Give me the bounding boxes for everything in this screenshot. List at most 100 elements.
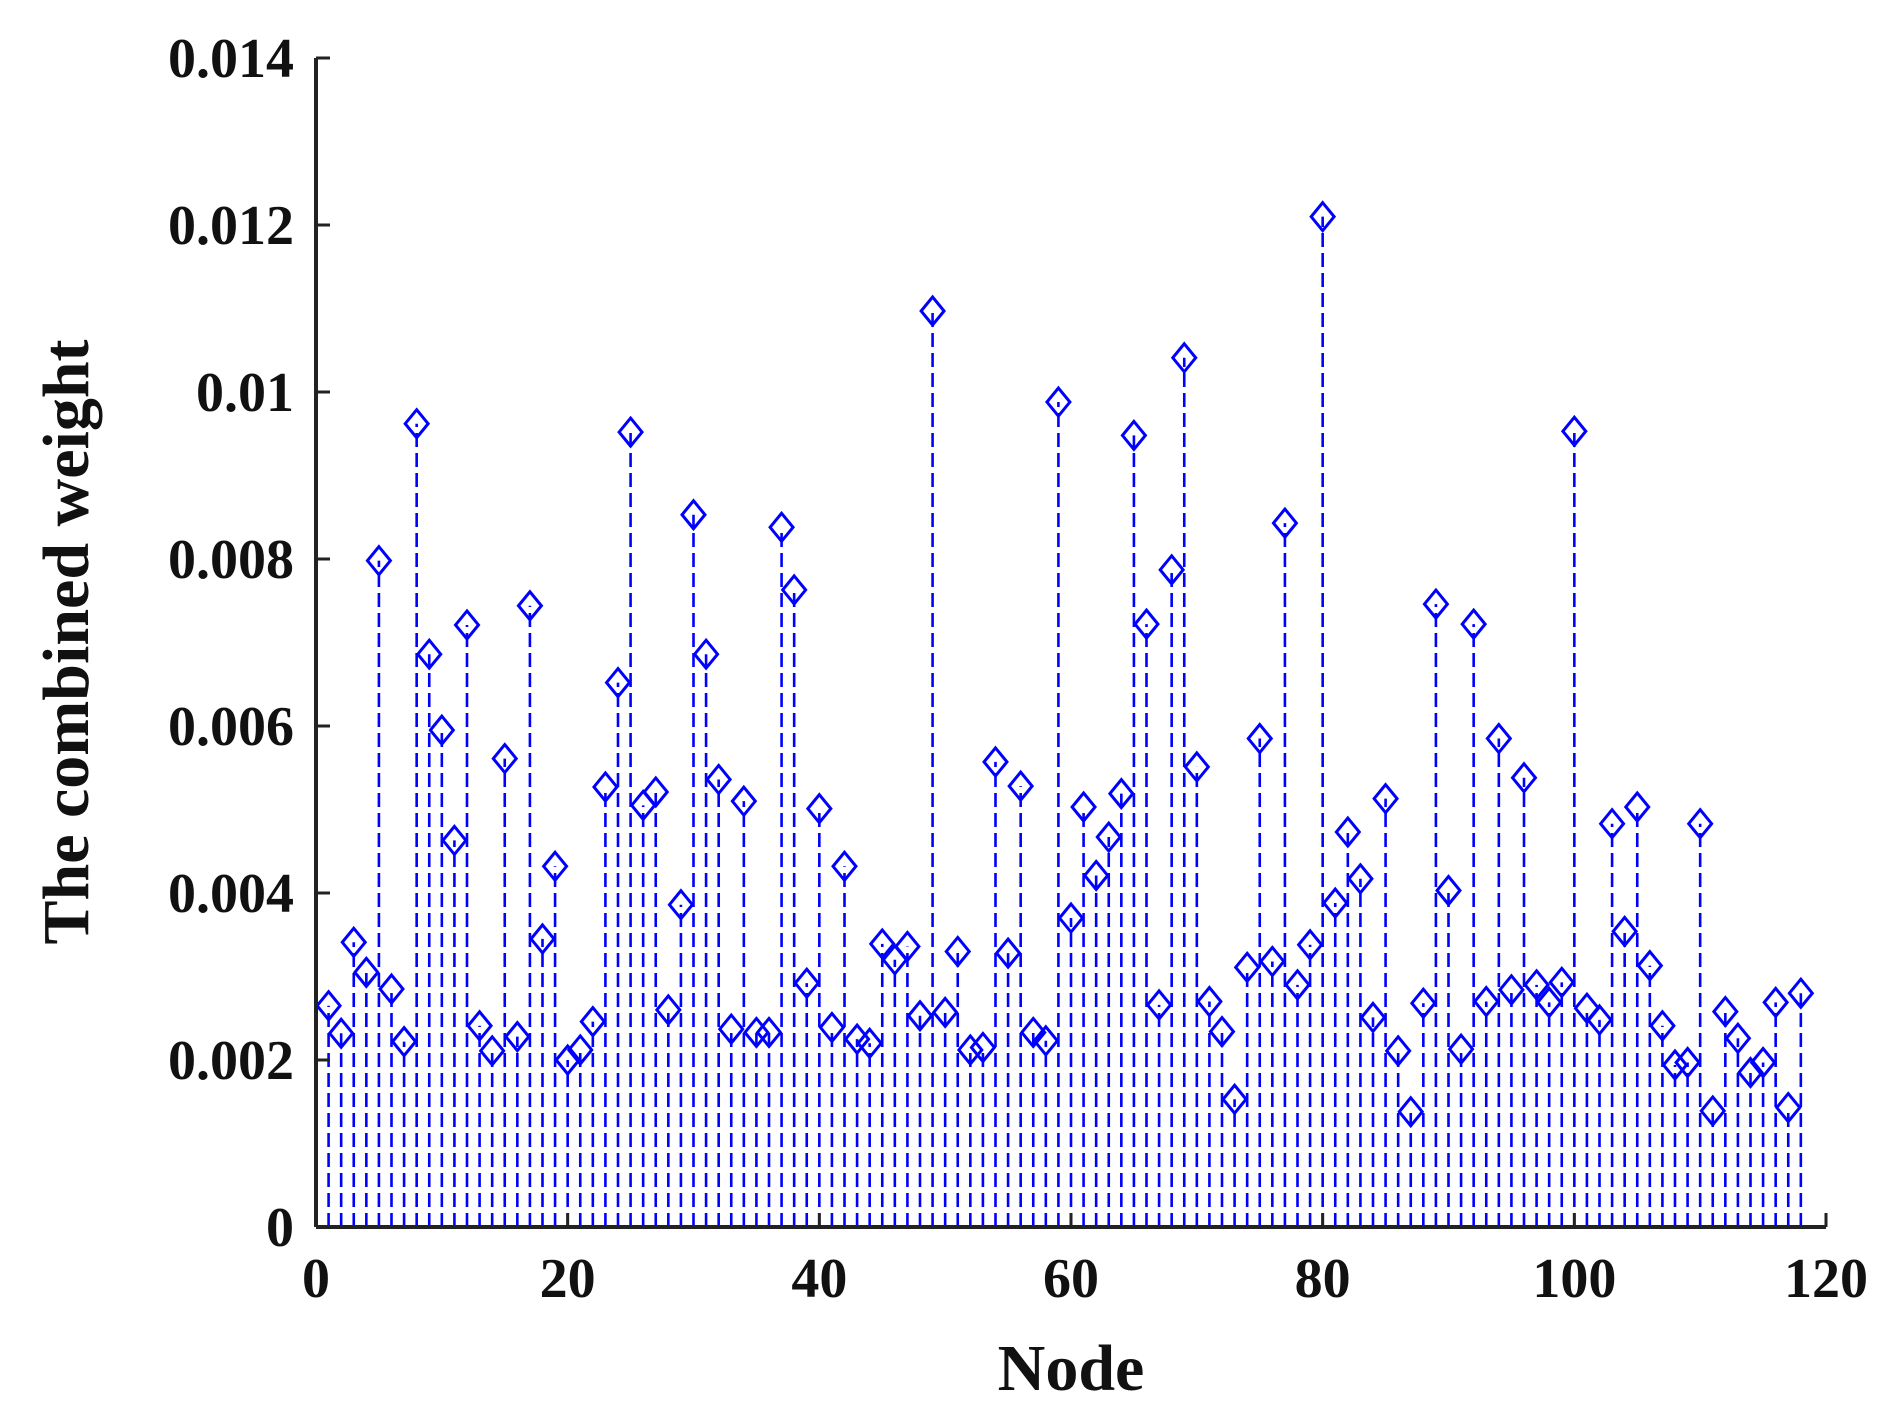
stem-marker xyxy=(1762,986,1790,1019)
stem-marker xyxy=(554,1043,582,1077)
stem-marker xyxy=(805,792,833,826)
stem-marker xyxy=(1082,859,1110,892)
stem-marker xyxy=(1095,820,1123,854)
stem-marker xyxy=(944,935,972,968)
stem-marker xyxy=(1133,607,1160,641)
stem-marker xyxy=(315,989,343,1023)
x-tick-label: 40 xyxy=(791,1248,847,1310)
stem-marker xyxy=(1699,1094,1727,1128)
stem-marker xyxy=(1208,1015,1236,1048)
x-tick-label: 120 xyxy=(1784,1248,1868,1310)
stem-marker xyxy=(1221,1082,1249,1116)
stem-marker xyxy=(365,544,393,578)
stem-marker xyxy=(491,742,519,775)
stem-marker xyxy=(1359,1001,1387,1034)
stem-marker xyxy=(1145,988,1173,1022)
stem-marker xyxy=(1384,1034,1412,1068)
stem-marker xyxy=(516,589,544,623)
stem-marker xyxy=(919,294,947,328)
stem-marker xyxy=(692,637,720,671)
stem-marker xyxy=(1170,341,1198,375)
stem-marker xyxy=(1674,1046,1702,1079)
stem-marker xyxy=(931,996,959,1029)
stem-marker xyxy=(1586,1003,1613,1037)
stem-marker xyxy=(654,993,682,1027)
markers-layer xyxy=(315,200,1815,1129)
stem-marker xyxy=(1334,815,1362,849)
stem-marker xyxy=(541,849,569,883)
stem-marker xyxy=(642,775,670,809)
stem-marker xyxy=(1724,1021,1752,1055)
stem-marker xyxy=(1057,901,1085,935)
stem-marker xyxy=(617,415,645,449)
stem-marker xyxy=(1623,790,1651,824)
stem-marker xyxy=(793,966,821,1000)
stem-marker xyxy=(1195,985,1223,1018)
stem-marker xyxy=(755,1016,783,1049)
stem-marker xyxy=(1296,928,1324,962)
stem-marker xyxy=(1447,1032,1475,1066)
stem-marker xyxy=(529,922,556,956)
stem-marker xyxy=(1422,587,1450,621)
stem-marker xyxy=(327,1016,355,1050)
stem-marker xyxy=(478,1034,506,1068)
stem-marker xyxy=(893,930,921,963)
y-tick-label: 0.012 xyxy=(168,195,294,257)
stem-marker xyxy=(453,608,481,642)
stem-marker xyxy=(1749,1046,1777,1079)
stem-marker xyxy=(1284,968,1311,1002)
stem-marker xyxy=(566,1033,594,1067)
stem-marker xyxy=(1309,200,1337,234)
stem-marker xyxy=(1523,968,1551,1002)
x-tick-label: 20 xyxy=(540,1248,596,1310)
y-tick-label: 0.008 xyxy=(168,529,294,591)
stem-marker xyxy=(1435,874,1462,907)
stem-marker xyxy=(856,1026,884,1060)
stem-marker xyxy=(994,936,1022,970)
stem-marker xyxy=(503,1020,531,1053)
stem-marker xyxy=(1787,976,1815,1010)
stem-marker xyxy=(1472,985,1500,1018)
y-tick-label: 0.014 xyxy=(168,28,294,90)
stem-marker xyxy=(403,407,431,441)
stem-marker xyxy=(1497,973,1525,1007)
stem-marker xyxy=(1107,777,1135,811)
stem-marker xyxy=(1271,506,1299,540)
stem-marker xyxy=(1560,414,1588,448)
stem-marker xyxy=(1032,1024,1060,1058)
tick-labels: 0 20 40 60 80 100 120 0 0.002 0.004 0.006 0.008 0.01… xyxy=(168,28,1868,1310)
stem-marker xyxy=(1044,385,1072,419)
stem-marker xyxy=(378,972,405,1006)
y-tick-label: 0.006 xyxy=(168,696,294,758)
stem-marker xyxy=(1397,1095,1425,1129)
stem-marker xyxy=(1573,991,1601,1025)
axes xyxy=(314,58,1826,1229)
y-tick-label: 0 xyxy=(266,1197,294,1259)
stem-marker xyxy=(982,745,1009,779)
stem-marker xyxy=(1346,862,1374,896)
stem-marker xyxy=(591,770,619,804)
stem-marker xyxy=(604,666,632,699)
stem-marker xyxy=(1510,761,1538,795)
stems-layer xyxy=(327,216,1803,1227)
x-tick-label: 80 xyxy=(1295,1248,1351,1310)
stem-marker xyxy=(352,955,380,989)
x-tick-label: 100 xyxy=(1532,1248,1616,1310)
stem-marker xyxy=(1648,1009,1676,1043)
x-tick-label: 0 xyxy=(302,1248,330,1310)
stem-marker xyxy=(1548,965,1576,999)
stem-marker xyxy=(1774,1091,1802,1124)
stem-marker xyxy=(340,925,368,959)
stem-marker xyxy=(1636,949,1664,983)
y-axis-title: The combined weight xyxy=(30,339,103,944)
stem-marker xyxy=(1183,750,1211,784)
stem-marker xyxy=(768,510,796,544)
stem-marker xyxy=(730,784,758,818)
stem-marker xyxy=(868,927,896,961)
stem-marker xyxy=(1158,553,1186,587)
stem-marker xyxy=(969,1031,997,1064)
stem-marker xyxy=(579,1005,607,1038)
stem-marker xyxy=(1686,807,1714,841)
stem-marker xyxy=(742,1016,770,1049)
stem-marker xyxy=(1737,1056,1764,1089)
